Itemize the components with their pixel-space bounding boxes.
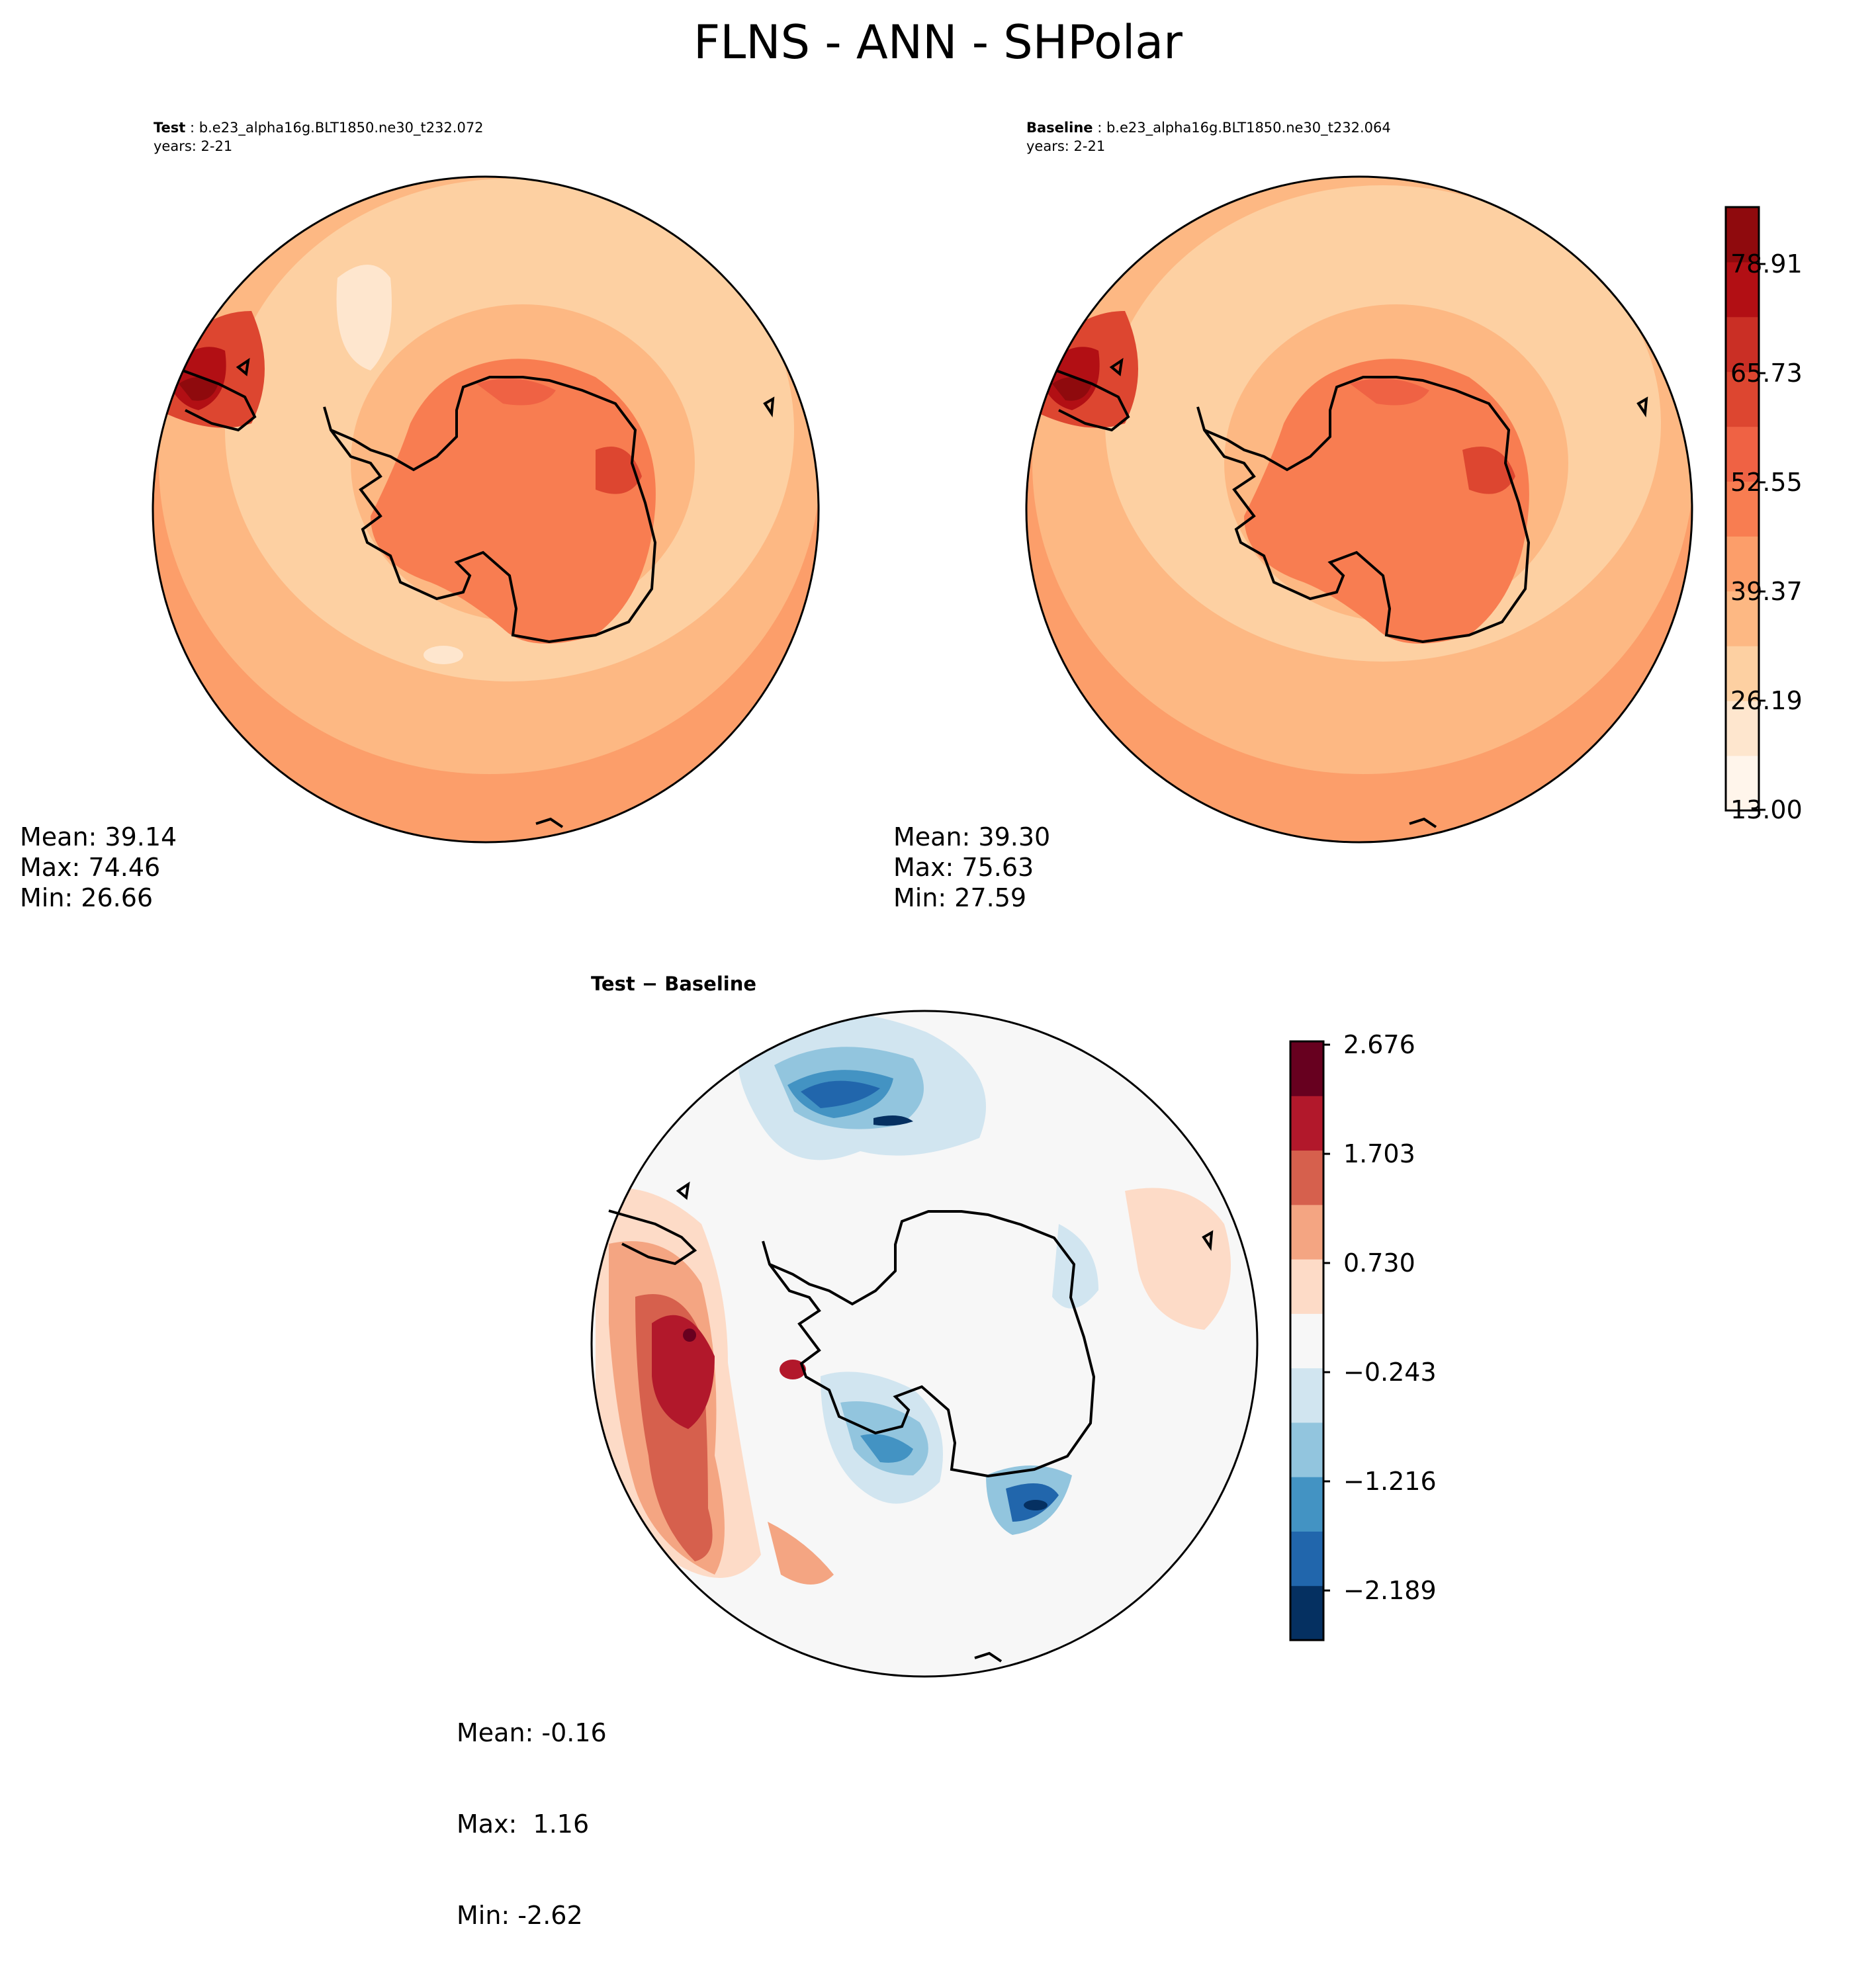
baseline-coastline-antarctica xyxy=(1196,376,1531,644)
baseline-case: b.e23_alpha16g.BLT1850.ne30_t232.064 xyxy=(1106,120,1391,136)
diff-colorbar-swatch xyxy=(1290,1531,1323,1587)
diff-min: Min: -2.62 xyxy=(457,1901,583,1930)
diff-colorbar-swatch xyxy=(1290,1204,1323,1260)
test-coastline-islands xyxy=(182,357,775,828)
main-cbar-tick: 26.19 xyxy=(1730,686,1803,715)
diff-cbar-tick: −2.189 xyxy=(1343,1576,1437,1605)
diff-map-border xyxy=(590,1010,1259,1678)
test-patch-east xyxy=(596,447,642,494)
diff-neg-north-4 xyxy=(801,1080,880,1108)
test-label: Test xyxy=(154,120,186,136)
test-patch-light xyxy=(336,265,392,370)
baseline-field xyxy=(1026,177,1692,842)
diff-colorbar-swatch xyxy=(1290,1422,1323,1477)
diff-neg-east-4 xyxy=(1052,1224,1098,1309)
test-mean: Mean: 39.14 xyxy=(20,822,177,851)
main-colorbar xyxy=(1724,206,1765,812)
test-field xyxy=(153,177,819,842)
main-colorbar-swatch xyxy=(1726,756,1759,811)
main-cbar-tick: 65.73 xyxy=(1730,359,1803,388)
diff-pos-coast xyxy=(780,1360,806,1379)
diff-colorbar-border xyxy=(1289,1040,1325,1641)
test-years: years: 2-21 xyxy=(154,138,233,154)
diff-pos-south-1 xyxy=(768,1522,834,1585)
baseline-stats: Mean: 39.30 Max: 75.63 Min: 27.59 xyxy=(893,822,1050,913)
diff-colorbar-swatch xyxy=(1290,1313,1323,1369)
diff-field xyxy=(592,1011,1257,1677)
baseline-map xyxy=(1025,175,1693,844)
diff-colorbar-swatch xyxy=(1290,1259,1323,1314)
test-max: Max: 74.46 xyxy=(20,853,161,882)
diff-map xyxy=(590,1010,1259,1678)
test-stats: Mean: 39.14 Max: 74.46 Min: 26.66 xyxy=(20,822,177,913)
diff-cbar-tick: −0.243 xyxy=(1343,1358,1437,1387)
diff-coastline-islands xyxy=(608,1181,1214,1663)
diff-mean: Mean: -0.16 xyxy=(457,1718,607,1747)
main-colorbar-swatch xyxy=(1726,207,1759,263)
diff-pos-east-1 xyxy=(1125,1188,1231,1330)
main-colorbar-swatch xyxy=(1726,646,1759,701)
test-patch-peak xyxy=(179,377,218,401)
test-map xyxy=(152,175,820,844)
diff-pos-west-4 xyxy=(652,1315,715,1429)
main-colorbar-swatch xyxy=(1726,316,1759,372)
baseline-coastline-islands xyxy=(1055,357,1648,828)
baseline-patch-north xyxy=(1350,378,1429,406)
diff-pos-max xyxy=(683,1329,696,1342)
baseline-patch-peak xyxy=(1052,377,1092,401)
baseline-map-border xyxy=(1025,175,1693,844)
diff-colorbar-swatch xyxy=(1290,1041,1323,1096)
test-patch-light-2 xyxy=(424,646,463,664)
test-antarctica-interior xyxy=(371,359,656,644)
main-colorbar-swatch xyxy=(1726,371,1759,427)
baseline-label: Baseline xyxy=(1026,120,1093,136)
main-colorbar-swatch xyxy=(1726,591,1759,646)
diff-cbar-tick: −1.216 xyxy=(1343,1467,1437,1496)
test-coastline-antarctica xyxy=(323,376,657,644)
main-colorbar-swatch xyxy=(1726,481,1759,537)
baseline-antarctica-interior xyxy=(1244,359,1529,644)
diff-cbar-tick: 0.730 xyxy=(1343,1248,1415,1278)
diff-title: Test − Baseline xyxy=(591,973,757,995)
main-colorbar-swatch xyxy=(1726,426,1759,482)
baseline-header: Baseline : b.e23_alpha16g.BLT1850.ne30_t… xyxy=(1026,119,1391,137)
main-cbar-tick: 13.00 xyxy=(1730,795,1803,824)
main-colorbar-border xyxy=(1724,206,1760,812)
baseline-years: years: 2-21 xyxy=(1026,138,1106,154)
diff-neg-north-5 xyxy=(873,1115,913,1126)
baseline-mean: Mean: 39.30 xyxy=(893,822,1051,851)
baseline-max: Max: 75.63 xyxy=(893,853,1034,882)
test-patch-north xyxy=(476,378,556,406)
diff-background xyxy=(592,1011,1257,1677)
test-map-border xyxy=(152,175,820,844)
main-colorbar-swatch xyxy=(1726,701,1759,756)
main-cbar-tick: 39.37 xyxy=(1730,577,1803,606)
diff-stats: Mean: -0.16 Max: 1.16 Min: -2.62 xyxy=(457,1657,607,1961)
diff-max: Max: 1.16 xyxy=(457,1809,590,1839)
main-cbar-tick: 78.91 xyxy=(1730,249,1803,279)
test-case: b.e23_alpha16g.BLT1850.ne30_t232.072 xyxy=(199,120,484,136)
diff-cbar-tick: 1.703 xyxy=(1343,1139,1415,1168)
diff-colorbar-swatch xyxy=(1290,1585,1323,1641)
diff-colorbar-swatch xyxy=(1290,1477,1323,1532)
baseline-colon: : xyxy=(1093,120,1106,136)
test-header: Test : b.e23_alpha16g.BLT1850.ne30_t232.… xyxy=(154,119,484,137)
main-cbar-tick: 52.55 xyxy=(1730,468,1803,497)
diff-colorbar xyxy=(1289,1040,1330,1641)
diff-colorbar-swatch xyxy=(1290,1150,1323,1205)
baseline-patch-east xyxy=(1462,447,1515,494)
main-colorbar-swatch xyxy=(1726,261,1759,318)
diff-colorbar-swatch xyxy=(1290,1368,1323,1423)
figure-title: FLNS - ANN - SHPolar xyxy=(693,15,1183,69)
test-colon: : xyxy=(185,120,199,136)
diff-cbar-tick: 2.676 xyxy=(1343,1030,1415,1059)
main-colorbar-swatch xyxy=(1726,536,1759,591)
diff-neg-east-3 xyxy=(1024,1500,1048,1510)
diff-coastline-antarctica xyxy=(762,1210,1096,1478)
diff-neg-south-3 xyxy=(860,1434,913,1463)
baseline-min: Min: 27.59 xyxy=(893,883,1027,912)
diff-colorbar-swatch xyxy=(1290,1096,1323,1151)
test-min: Min: 26.66 xyxy=(20,883,154,912)
